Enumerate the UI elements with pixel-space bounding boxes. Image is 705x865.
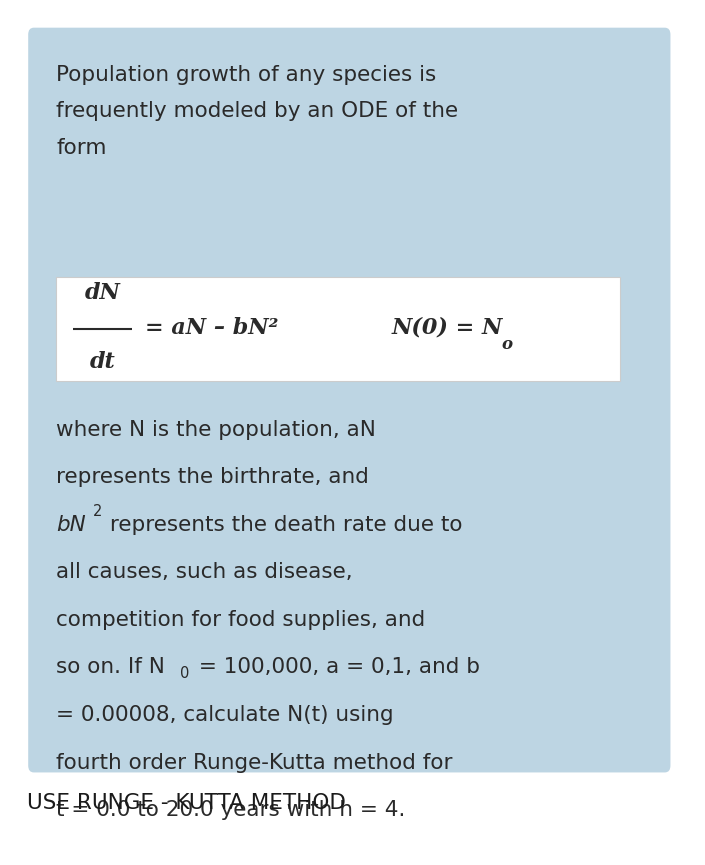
- Text: 0: 0: [180, 666, 189, 681]
- Text: = aN – bN²: = aN – bN²: [145, 317, 278, 339]
- Text: frequently modeled by an ODE of the: frequently modeled by an ODE of the: [56, 101, 458, 121]
- Text: represents the birthrate, and: represents the birthrate, and: [56, 467, 369, 487]
- FancyBboxPatch shape: [56, 277, 620, 381]
- Text: where N is the population, aN: where N is the population, aN: [56, 420, 376, 439]
- Text: fourth order Runge-Kutta method for: fourth order Runge-Kutta method for: [56, 753, 453, 772]
- Text: dt: dt: [90, 351, 115, 373]
- Text: t = 0.0 to 20.0 years with h = 4.: t = 0.0 to 20.0 years with h = 4.: [56, 800, 406, 820]
- Text: represents the death rate due to: represents the death rate due to: [103, 515, 462, 535]
- Text: USE RUNGE - KUTTA METHOD: USE RUNGE - KUTTA METHOD: [27, 792, 345, 813]
- Text: N(0) = N: N(0) = N: [391, 317, 503, 339]
- Text: all causes, such as disease,: all causes, such as disease,: [56, 562, 353, 582]
- Text: so on. If N: so on. If N: [56, 657, 165, 677]
- Text: bN: bN: [56, 515, 86, 535]
- Text: 2: 2: [93, 504, 102, 519]
- Text: o: o: [501, 336, 513, 353]
- FancyBboxPatch shape: [28, 28, 670, 772]
- Text: Population growth of any species is: Population growth of any species is: [56, 65, 436, 85]
- Text: = 0.00008, calculate N(t) using: = 0.00008, calculate N(t) using: [56, 705, 394, 725]
- Text: form: form: [56, 138, 107, 157]
- Text: = 100,000, a = 0,1, and b: = 100,000, a = 0,1, and b: [192, 657, 481, 677]
- Text: competition for food supplies, and: competition for food supplies, and: [56, 610, 426, 630]
- Text: dN: dN: [85, 283, 120, 304]
